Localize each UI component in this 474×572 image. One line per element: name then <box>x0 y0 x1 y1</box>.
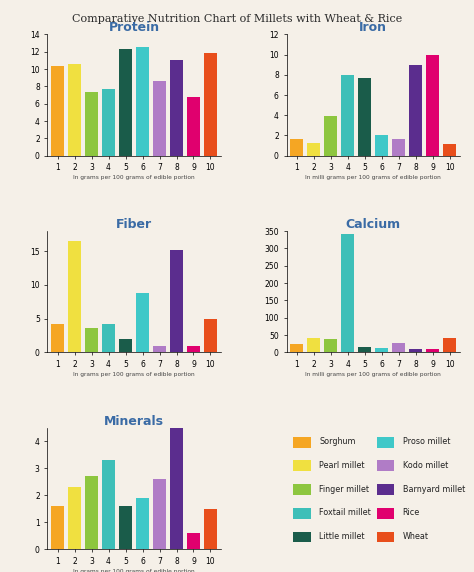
Bar <box>291 344 303 352</box>
Bar <box>136 47 149 156</box>
Text: Kodo millet: Kodo millet <box>402 461 448 470</box>
X-axis label: In milli grams per 100 grams of edible portion: In milli grams per 100 grams of edible p… <box>305 372 441 377</box>
Bar <box>291 138 303 156</box>
Bar <box>68 487 81 549</box>
Bar <box>358 78 371 156</box>
Bar <box>51 506 64 549</box>
Bar <box>102 460 115 549</box>
Bar <box>51 66 64 156</box>
Bar <box>375 136 388 156</box>
Bar <box>375 348 388 352</box>
X-axis label: In grams per 100 grams of edible portion: In grams per 100 grams of edible portion <box>73 569 195 572</box>
Bar <box>307 338 320 352</box>
Bar <box>136 498 149 549</box>
Bar <box>170 60 183 156</box>
Bar <box>119 339 132 352</box>
Title: Calcium: Calcium <box>346 218 401 231</box>
Bar <box>324 116 337 156</box>
FancyBboxPatch shape <box>293 531 311 542</box>
Bar <box>443 338 456 352</box>
Bar <box>170 425 183 549</box>
Text: Rice: Rice <box>402 508 420 517</box>
FancyBboxPatch shape <box>377 508 394 519</box>
Bar <box>187 533 200 549</box>
Bar <box>119 506 132 549</box>
X-axis label: In grams per 100 grams of edible portion: In grams per 100 grams of edible portion <box>73 175 195 180</box>
Bar <box>307 142 320 156</box>
X-axis label: In milli grams per 100 grams of edible portion: In milli grams per 100 grams of edible p… <box>305 175 441 180</box>
Bar <box>324 339 337 352</box>
Text: Barnyard millet: Barnyard millet <box>402 484 465 494</box>
Bar <box>51 324 64 352</box>
X-axis label: In grams per 100 grams of edible portion: In grams per 100 grams of edible portion <box>73 372 195 377</box>
FancyBboxPatch shape <box>377 460 394 471</box>
Bar <box>153 479 166 549</box>
Bar <box>102 324 115 352</box>
Bar <box>341 235 354 352</box>
Text: Foxtail millet: Foxtail millet <box>319 508 371 517</box>
Bar <box>341 75 354 156</box>
Title: Minerals: Minerals <box>104 415 164 428</box>
Bar <box>392 138 405 156</box>
Bar <box>426 349 439 352</box>
Bar <box>85 328 98 352</box>
Bar <box>85 476 98 549</box>
Bar <box>392 343 405 352</box>
Text: Comparative Nutrition Chart of Millets with Wheat & Rice: Comparative Nutrition Chart of Millets w… <box>72 14 402 24</box>
Text: Little millet: Little millet <box>319 532 365 541</box>
Text: Wheat: Wheat <box>402 532 428 541</box>
Bar <box>187 345 200 352</box>
Bar <box>68 64 81 156</box>
Title: Protein: Protein <box>109 21 160 34</box>
FancyBboxPatch shape <box>293 508 311 519</box>
Bar <box>443 144 456 156</box>
Bar <box>358 347 371 352</box>
FancyBboxPatch shape <box>377 531 394 542</box>
Bar <box>426 54 439 156</box>
FancyBboxPatch shape <box>293 484 311 495</box>
Bar <box>409 65 422 156</box>
Text: Sorghum: Sorghum <box>319 437 356 446</box>
FancyBboxPatch shape <box>293 437 311 448</box>
Text: Proso millet: Proso millet <box>402 437 450 446</box>
Bar <box>409 348 422 352</box>
Bar <box>204 319 217 352</box>
FancyBboxPatch shape <box>377 484 394 495</box>
Bar <box>153 81 166 156</box>
Text: Finger millet: Finger millet <box>319 484 369 494</box>
Text: Pearl millet: Pearl millet <box>319 461 365 470</box>
Bar <box>102 89 115 156</box>
Bar <box>136 293 149 352</box>
Bar <box>85 93 98 156</box>
FancyBboxPatch shape <box>293 460 311 471</box>
Title: Fiber: Fiber <box>116 218 152 231</box>
Bar <box>204 509 217 549</box>
FancyBboxPatch shape <box>377 437 394 448</box>
Bar <box>204 53 217 156</box>
Bar <box>170 250 183 352</box>
Bar <box>119 49 132 156</box>
Title: Iron: Iron <box>359 21 387 34</box>
Bar <box>68 241 81 352</box>
Bar <box>153 347 166 352</box>
Bar <box>187 97 200 156</box>
